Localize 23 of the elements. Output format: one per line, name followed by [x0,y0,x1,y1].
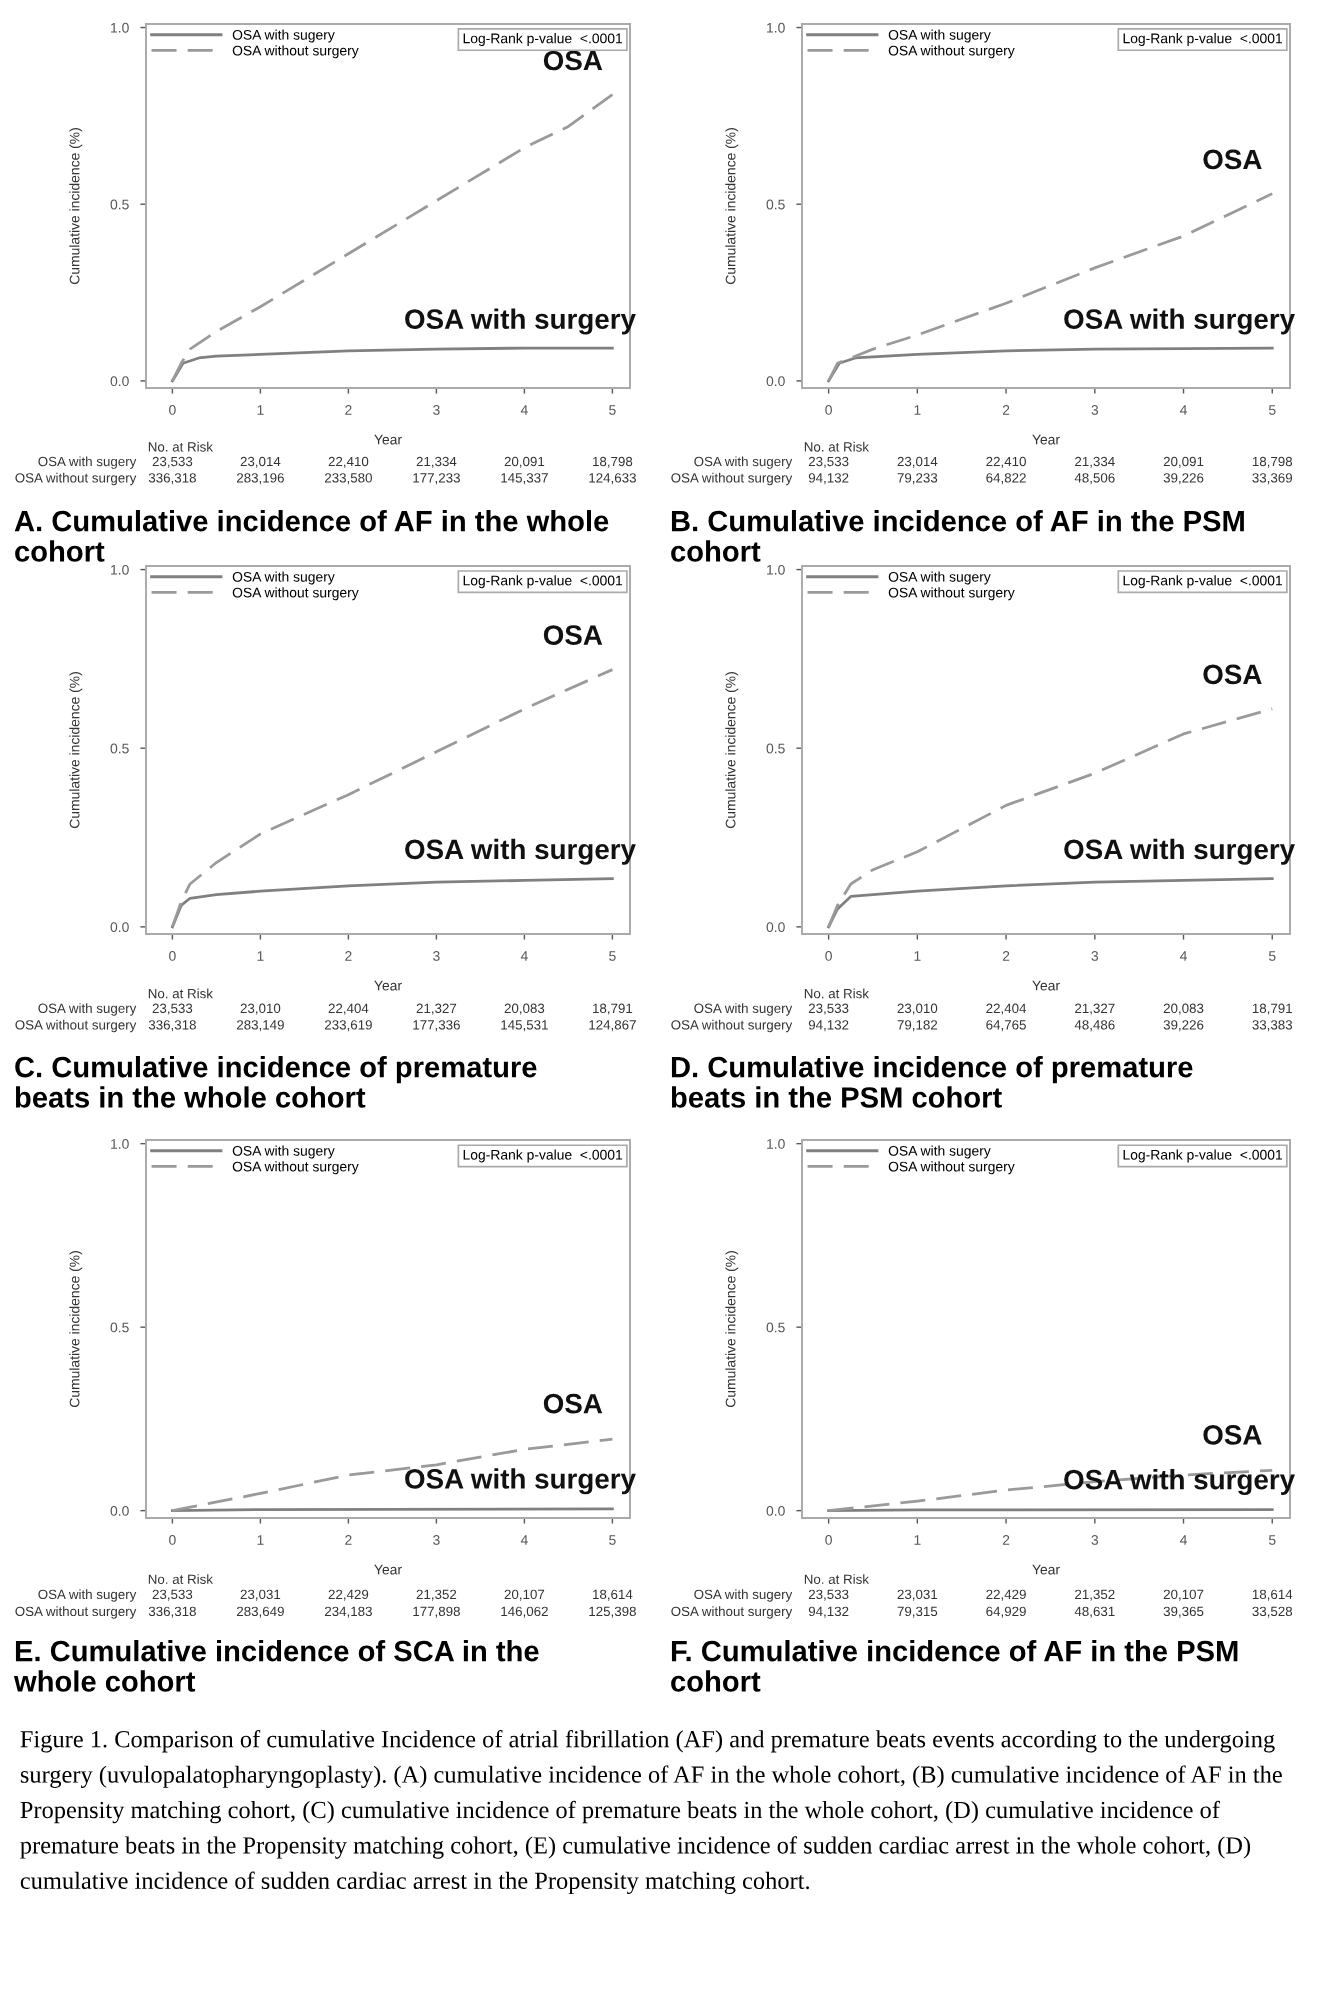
text: F. Cumulative incidence of AF in the PSM cohort [671,1640,1238,1692]
line-series [827,346,1274,383]
annotation: OSA with surgery [1064,838,1295,865]
text: D. Cumulative incidence of premature beats in the PSM cohort [671,1056,1193,1108]
annotation: OSA with surgery [405,1468,636,1495]
annotation: OSA with surgery [405,308,636,335]
annotation: OSA [543,50,603,71]
text: A. Cumulative incidence of AF in the whole cohort [14,510,609,562]
annotation: OSA [543,1393,603,1414]
annotation: OSA [1203,149,1262,170]
annotation: OSA [1203,1425,1262,1445]
text: C. Cumulative incidence of premature beats in the whole cohort [15,1056,537,1108]
line-series [171,346,614,383]
line-series [171,877,614,929]
annotation: OSA [1203,664,1262,685]
text: E. Cumulative incidence of SCA in the whole cohort [13,1640,539,1692]
annotation: OSA with surgery [1064,1469,1295,1496]
line-series [827,877,1274,929]
annotation: OSA with surgery [405,838,636,865]
text: B. Cumulative incidence of AF in the PSM cohort [671,510,1244,562]
caption: Figure 1. Comparison of cumulative Incidence of atrial fibrillation (AF) and premature beats events according to the undergoing surgery (uvulopalatopharyngoplasty). (A) cumulative incidence of AF in the whole cohort, (B) cumulative incidence of AF in the Propensity matching cohort, (C) cumulative incidence of premature beats in the whole cohort, (D) cumulative incidence of premature beats in the Propensity matching cohort, (E) cumulative incidence of sudden cardiac arrest in the whole cohort, (D) cumulative incidence of sudden cardiac arrest in the Propensity matching cohort. [20,1730,1282,1895]
annotation: OSA [543,625,603,645]
annotation: OSA with surgery [1064,308,1295,335]
